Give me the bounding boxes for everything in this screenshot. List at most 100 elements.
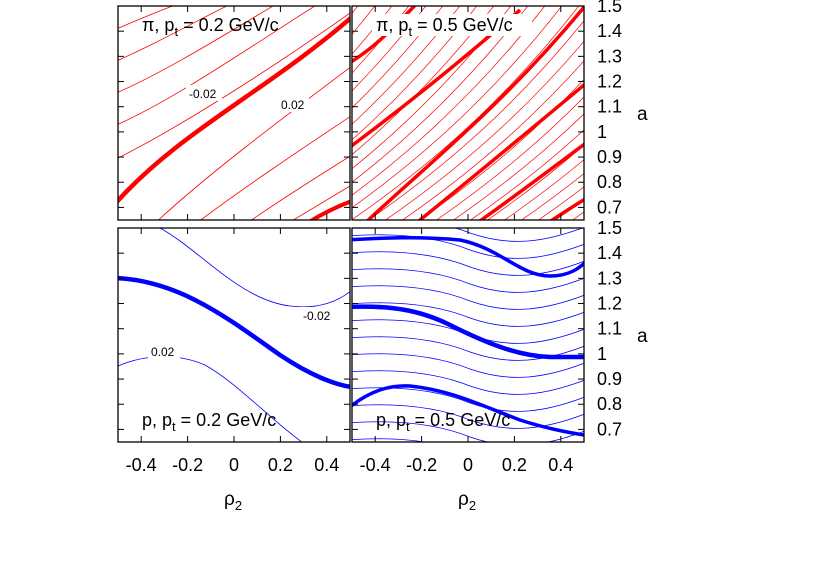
x-tick-label: -0.2 (406, 455, 437, 475)
contour-line (157, 67, 350, 220)
contour-line (452, 113, 584, 220)
y-tick-label: 0.8 (597, 394, 622, 414)
contour-line-thick (417, 82, 584, 220)
contour-label: -0.02 (303, 309, 331, 323)
contour-line-zero (118, 276, 350, 389)
contour-line (199, 116, 350, 220)
contour-line (118, 6, 316, 125)
y-tick-labels: 0.70.80.911.11.21.31.41.50.70.80.911.11.… (597, 0, 622, 439)
panel-label: p, pt = 0.5 GeV/c (376, 410, 510, 434)
contour-line (486, 144, 584, 220)
contour-line (503, 159, 584, 220)
contour-line (352, 438, 427, 442)
y-axis-title-bottom: a (637, 326, 648, 347)
contour-line (118, 12, 350, 159)
contours-p-0.5 (352, 228, 584, 442)
y-tick-label: 1.5 (597, 0, 622, 16)
contour-label-bg (186, 85, 222, 101)
x-tick-label: -0.4 (360, 455, 391, 475)
contour-line (352, 251, 584, 276)
y-tick-label: 1.3 (597, 46, 622, 66)
contour-line (352, 302, 584, 327)
x-tick-labels: -0.4 -0.2 0 0.2 0.4 -0.4 -0.2 0 0.2 0.4 (126, 455, 574, 475)
y-tick-label: 1.4 (597, 21, 622, 41)
contour-line (352, 370, 584, 395)
x-tick-label: 0.4 (548, 455, 573, 475)
contour-line (352, 6, 563, 209)
y-tick-label: 0.7 (597, 419, 622, 439)
contour-line (367, 20, 584, 220)
contour-line (537, 186, 584, 220)
x-axis-title-right: ρ2 (458, 489, 476, 513)
y-tick-label: 1.5 (597, 218, 622, 238)
contour-line (352, 353, 584, 378)
x-axis-title-left: ρ2 (224, 489, 242, 513)
contour-line-thick (352, 235, 584, 278)
contour-line (118, 6, 274, 93)
y-tick-label: 1.4 (597, 243, 622, 263)
contour-line (118, 6, 228, 61)
contour-line (118, 356, 303, 442)
contours-p-0.2 (118, 228, 350, 442)
contour-line (352, 6, 580, 220)
y-tick-label: 1.2 (597, 72, 622, 92)
contour-label-bg (300, 307, 340, 323)
contour-label-bg (279, 96, 309, 112)
contour-line (384, 40, 584, 220)
y-axis-title-top: a (637, 104, 648, 125)
panel-frame (117, 5, 351, 221)
y-tick-label: 0.9 (597, 369, 622, 389)
y-tick-label: 1.1 (597, 319, 622, 339)
contour-line (469, 129, 584, 220)
contour-line (435, 96, 584, 220)
y-tick-label: 1 (597, 344, 607, 364)
y-tick-label: 0.9 (597, 147, 622, 167)
panel-label: π, pt = 0.5 GeV/c (376, 15, 513, 39)
contour-line (454, 228, 584, 242)
y-tick-label: 1 (597, 122, 607, 142)
x-tick-label: 0.2 (502, 455, 527, 475)
panel-pi-0.2: -0.02 0.02 π, pt = 0.2 GeV/c (117, 5, 351, 221)
contour-line (292, 185, 350, 220)
contour-line-thick (478, 142, 584, 220)
contour-line (352, 285, 584, 310)
panel-p-0.2: -0.02 0.02 p, pt = 0.2 GeV/c (117, 227, 351, 443)
contour-line-thick (352, 384, 584, 437)
x-tick-label: -0.4 (126, 455, 157, 475)
y-tick-label: 0.8 (597, 172, 622, 192)
panel-pi-0.5: π, pt = 0.5 GeV/c (351, 0, 823, 230)
x-tick-label: -0.2 (172, 455, 203, 475)
contour-label: -0.02 (189, 87, 217, 101)
x-tick-label: 0.2 (268, 455, 293, 475)
contour-line (626, 0, 823, 230)
contour-line-thick (549, 197, 584, 220)
x-tick-label: 0.4 (314, 455, 339, 475)
contour-line-zero (118, 15, 350, 204)
axis-ticks (118, 5, 584, 442)
contour-line (250, 155, 350, 220)
panel-label: p, pt = 0.2 GeV/c (142, 410, 276, 434)
contour-label: 0.02 (281, 98, 305, 112)
contour-line (308, 199, 350, 220)
x-tick-label: 0 (463, 455, 473, 475)
contour-line (352, 404, 584, 429)
contour-label-bg (148, 343, 180, 359)
panel-p-0.5: p, pt = 0.5 GeV/c (351, 227, 585, 443)
contour-line (520, 173, 584, 220)
y-tick-label: 0.7 (597, 197, 622, 217)
x-tick-label: 0 (229, 455, 239, 475)
contour-line-zero (352, 304, 584, 360)
panel-label: π, pt = 0.2 GeV/c (142, 15, 279, 39)
contour-line (401, 60, 584, 220)
contour-line (554, 199, 584, 220)
y-tick-label: 1.2 (597, 294, 622, 314)
contour-line (352, 234, 584, 259)
y-tick-label: 1.1 (597, 97, 622, 117)
y-tick-label: 1.3 (597, 268, 622, 288)
contour-line (352, 268, 584, 293)
contour-label: 0.02 (151, 345, 175, 359)
contours-pi-0.2 (118, 6, 350, 220)
contour-line (159, 228, 350, 308)
contour-line (592, 0, 823, 230)
